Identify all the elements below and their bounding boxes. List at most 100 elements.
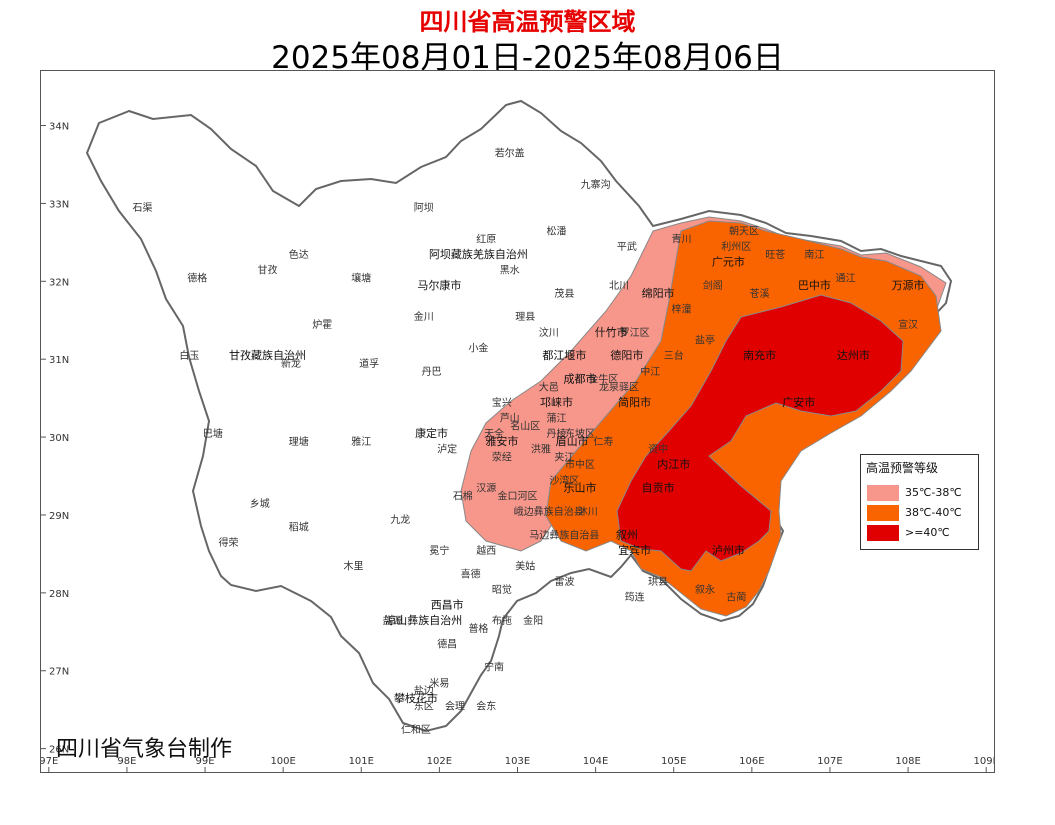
place-label: 红原 <box>476 232 496 245</box>
place-label: 色达 <box>289 248 309 261</box>
lat-tick-label: 33N <box>49 199 69 210</box>
place-label: 会理 <box>445 700 465 713</box>
place-label: 盐边 <box>414 684 434 697</box>
warning-zone-over-40 <box>616 294 904 572</box>
place-label: 冕宁 <box>429 544 449 557</box>
lat-tick-label: 28N <box>49 589 69 600</box>
place-label: 珙县 <box>648 576 668 588</box>
place-label: 壤塘 <box>351 271 371 284</box>
lon-tick-label: 99E <box>196 756 215 767</box>
place-label: 汶川 <box>539 326 559 339</box>
lon-tick-label: 100E <box>270 756 295 767</box>
place-label: 布拖 <box>492 614 512 627</box>
place-label: 理县 <box>515 311 535 323</box>
place-label: 德阳市 <box>610 348 643 362</box>
place-label: 小金 <box>468 341 488 354</box>
place-label: 金口河区 <box>498 489 538 502</box>
lon-tick-label: 102E <box>427 756 452 767</box>
place-label: 道孚 <box>359 357 379 370</box>
map-frame: 97E 98E 99E 100E 101E 102E 103E 104E 105E 106E 107… <box>40 70 995 773</box>
place-label: 普格 <box>468 622 488 635</box>
lon-tick-label: 109E <box>973 756 994 767</box>
lon-tick-label: 106E <box>739 756 764 767</box>
place-label: 荥经 <box>492 450 512 463</box>
place-label: 得荣 <box>218 537 238 549</box>
place-label: 洪雅 <box>531 443 551 456</box>
place-label: 万源市 <box>892 278 925 292</box>
place-label: 绵阳市 <box>642 286 675 300</box>
place-label: 都江堰市 <box>542 348 586 362</box>
place-label: 北川 <box>609 280 629 292</box>
place-label: 茂县 <box>554 287 574 300</box>
lon-tick-label: 101E <box>349 756 374 767</box>
lat-tick-label: 32N <box>49 277 69 288</box>
place-label: 德格 <box>187 271 207 284</box>
place-label: 阿坝 <box>414 202 434 214</box>
place-label: 西昌市 <box>431 597 464 611</box>
place-label: 苍溪 <box>750 287 770 300</box>
place-label: 喜德 <box>461 567 481 580</box>
place-label: 白玉 <box>179 349 199 362</box>
lat-tick-label: 34N <box>49 122 69 133</box>
place-label: 中江 <box>640 365 660 378</box>
place-label: 叙永 <box>695 583 715 596</box>
lon-tick-label: 98E <box>117 756 136 767</box>
place-label: 广安市 <box>782 395 815 409</box>
legend-label: 38℃-40℃ <box>905 506 962 519</box>
lon-tick-label: 104E <box>583 756 608 767</box>
lon-tick-label: 107E <box>817 756 842 767</box>
place-label: 丹棱 <box>547 427 567 440</box>
map-title: 四川省高温预警区域 <box>419 8 636 36</box>
place-label: 大邑 <box>539 380 559 393</box>
place-label: 理塘 <box>289 435 309 448</box>
place-label: 凉山彝族自治州 <box>385 613 462 627</box>
place-label: 越西 <box>476 544 496 557</box>
lon-tick-label: 103E <box>505 756 530 767</box>
place-label: 眉山市 <box>556 434 589 448</box>
lon-tick-label: 105E <box>661 756 686 767</box>
place-label: 市中区 <box>565 458 595 471</box>
place-label: 九寨沟 <box>581 178 611 191</box>
place-label: 什竹市 <box>595 325 628 339</box>
place-label: 简阳市 <box>618 395 651 409</box>
place-label: 巴塘 <box>203 427 223 440</box>
lat-tick-label: 26N <box>49 745 69 756</box>
place-label: 利州区 <box>721 241 751 253</box>
place-label: 梓潼 <box>672 302 692 315</box>
legend-label: >=40℃ <box>905 526 950 539</box>
place-label: 自贡市 <box>642 481 675 495</box>
place-label: 米易 <box>429 676 449 689</box>
place-label: 沙湾区 <box>549 474 579 487</box>
place-label: 峨边彝族自治县 <box>514 505 584 518</box>
place-label: 芦山 <box>500 413 520 425</box>
place-label: 康定市 <box>415 426 448 440</box>
place-label: 乡城 <box>250 498 270 510</box>
place-label: 宁南 <box>484 661 504 674</box>
legend-swatch <box>867 485 899 501</box>
place-label: 内江市 <box>657 457 690 471</box>
place-label: 金川 <box>414 310 434 323</box>
legend-swatch <box>867 525 899 541</box>
place-label: 炉霍 <box>312 319 332 331</box>
place-label: 汉源 <box>476 482 496 495</box>
place-label: 金牛区 <box>588 373 618 386</box>
place-label: 宜宾市 <box>618 543 651 557</box>
lon-tick-label: 97E <box>41 756 58 767</box>
place-label: 会东 <box>476 700 496 713</box>
place-label: 阿坝藏族羌族自治州 <box>429 247 528 261</box>
place-label: 雅安市 <box>485 434 518 448</box>
legend-swatch <box>867 505 899 521</box>
place-label: 丹巴 <box>422 366 442 378</box>
place-label: 雅江 <box>351 435 371 448</box>
place-label: 东坡区 <box>565 427 595 440</box>
lat-tick-label: 29N <box>49 511 69 522</box>
axis-ticks: 97E 98E 99E 100E 101E 102E 103E 104E 105E 106E 107… <box>41 122 994 772</box>
lat-tick-label: 27N <box>49 667 69 678</box>
legend-label: 35℃-38℃ <box>905 486 962 499</box>
legend-title: 高温预警等级 <box>866 461 939 475</box>
place-label: 仁寿 <box>593 435 613 448</box>
place-label: 德昌 <box>437 637 457 650</box>
place-label: 三台 <box>664 349 684 362</box>
place-label: 木里 <box>343 560 363 572</box>
